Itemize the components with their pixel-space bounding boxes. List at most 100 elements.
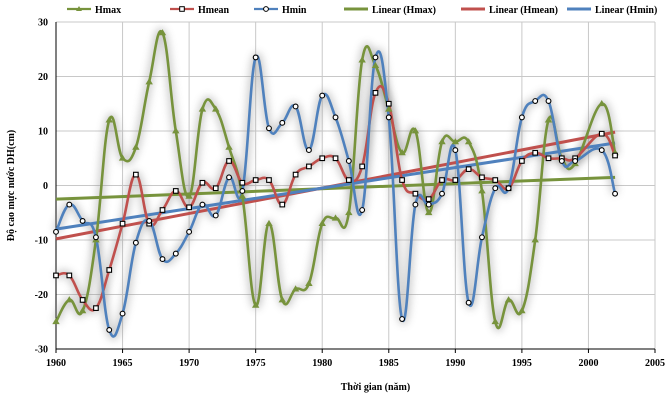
data-point-hmin	[252, 54, 259, 61]
data-point-hmean	[159, 207, 166, 213]
data-point-hmean	[133, 171, 139, 178]
data-point-hmean	[492, 177, 499, 183]
data-point-hmin	[345, 158, 352, 164]
data-point-hmean	[519, 158, 525, 164]
trendline-linear-hmax	[55, 175, 616, 201]
data-point-hmin	[518, 114, 525, 121]
data-point-hmean	[332, 155, 339, 162]
data-point-hmax	[598, 99, 606, 107]
y-tick-label: -20	[35, 290, 48, 301]
data-point-hmin	[572, 158, 579, 164]
x-tick-label: 1965	[113, 358, 133, 369]
data-point-hmin	[66, 201, 73, 208]
data-point-hmean	[425, 196, 432, 202]
data-point-hmean	[479, 174, 485, 181]
data-point-hmean	[212, 185, 219, 192]
x-tick-label: 1990	[445, 358, 465, 369]
y-tick-label: 10	[38, 127, 48, 138]
data-point-hmean	[319, 155, 326, 162]
data-point-hmin	[545, 98, 552, 104]
data-point-hmean	[545, 155, 552, 162]
data-point-hmean	[199, 179, 206, 186]
x-tick-label: 1975	[246, 358, 266, 369]
data-point-hmax	[132, 143, 140, 150]
legend-label-linear-hmax: Linear (Hmax)	[372, 5, 436, 16]
data-point-hmax	[318, 219, 326, 227]
data-point-hmax	[451, 138, 460, 145]
data-point-hmean	[106, 267, 113, 273]
x-tick-label: 2000	[578, 358, 598, 369]
data-point-hmin	[92, 234, 99, 241]
data-point-hmean	[452, 177, 459, 183]
x-tick-label: 1985	[379, 358, 399, 369]
y-tick-label: -10	[35, 236, 48, 247]
legend-marker-hmin	[263, 6, 269, 12]
data-point-hmax	[251, 301, 260, 308]
legend-label-hmin: Hmin	[282, 5, 307, 16]
data-point-hmax	[544, 116, 553, 123]
series-markers	[52, 29, 619, 333]
data-point-hmean	[612, 152, 618, 159]
data-point-hmin	[279, 119, 286, 126]
data-point-hmean	[412, 190, 419, 197]
data-point-hmax	[531, 236, 539, 243]
series-lines	[54, 29, 617, 338]
data-point-hmax	[225, 143, 233, 150]
data-point-hmax	[358, 56, 366, 63]
data-point-hmean	[359, 163, 366, 170]
data-point-hmax	[238, 192, 247, 199]
data-point-hmean	[345, 177, 352, 183]
data-point-hmean	[439, 177, 445, 183]
data-point-hmax	[438, 138, 446, 145]
data-point-hmin	[199, 201, 206, 208]
data-point-hmax	[331, 214, 340, 221]
data-point-hmax	[198, 105, 207, 112]
data-point-hmax	[145, 78, 153, 85]
data-point-hmin	[452, 147, 459, 154]
data-point-hmin	[146, 217, 153, 224]
legend-marker-hmean	[179, 6, 185, 12]
data-point-hmax	[158, 29, 167, 36]
data-point-hmin	[439, 190, 445, 197]
data-point-hmin	[492, 185, 499, 192]
data-point-hmin	[359, 207, 366, 213]
data-point-hmin	[425, 201, 432, 208]
data-point-hmax	[118, 154, 127, 161]
data-point-hmean	[93, 305, 99, 311]
data-point-hmean	[385, 100, 392, 107]
x-axis-title: Thời gian (năm)	[341, 382, 410, 393]
data-point-hmean	[465, 166, 472, 173]
data-point-hmin	[319, 92, 326, 99]
data-point-hmean	[172, 188, 179, 194]
data-point-hmean	[226, 158, 232, 164]
data-point-hmax	[278, 296, 286, 303]
data-point-hmax	[305, 279, 313, 286]
data-point-hmin	[399, 316, 406, 322]
data-point-hmin	[612, 190, 619, 197]
data-point-hmean	[292, 171, 299, 178]
data-point-hmax	[345, 208, 353, 216]
data-point-hmean	[266, 177, 272, 183]
y-tick-label: 30	[38, 18, 48, 29]
data-point-hmin	[532, 98, 539, 104]
data-point-hmean	[79, 297, 86, 303]
data-point-hmean	[53, 272, 59, 279]
data-point-hmin	[132, 239, 139, 246]
data-point-hmin	[119, 310, 126, 317]
x-tick-label: 2005	[645, 358, 665, 369]
data-point-hmin	[186, 228, 193, 235]
y-tick-label: 20	[38, 72, 48, 83]
data-point-hmin	[79, 217, 86, 224]
legend-label-hmean: Hmean	[198, 5, 230, 16]
data-point-hmin	[479, 234, 485, 241]
data-point-hmax	[265, 219, 273, 227]
data-point-hmax	[52, 317, 60, 325]
data-point-hmin	[226, 174, 232, 181]
data-point-hmax	[504, 296, 513, 303]
data-point-hmin	[172, 250, 179, 257]
data-point-hmin	[53, 228, 59, 235]
data-point-hmin	[212, 212, 219, 219]
data-point-hmin	[266, 125, 272, 132]
data-point-hmean	[66, 272, 73, 279]
